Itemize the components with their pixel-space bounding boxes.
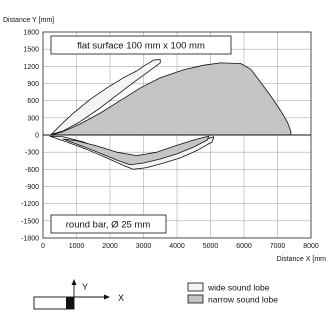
y-axis-title: Distance Y [mm] [3,17,54,24]
legend-label-narrow: narrow sound lobe [208,295,278,305]
legend-label-wide: wide sound lobe [207,283,270,293]
y-tick-label: 600 [27,98,39,105]
y-tick-label: 300 [27,115,39,122]
x-tick-label: 7000 [270,243,286,250]
x-tick-label: 3000 [136,243,152,250]
annotation-flat-surface-text: flat surface 100 mm x 100 mm [77,41,205,52]
annotation-round-bar-text: round bar, Ø 25 mm [66,220,151,231]
y-tick-label: -300 [25,150,39,157]
y-tick-label: -1500 [21,218,39,225]
y-tick-labels: 1800 1500 1200 900 600 300 0 -300 -600 -900 -1200 -… [21,30,39,243]
y-tick-label: 1200 [23,64,39,71]
y-tick-label: -1200 [21,201,39,208]
y-tick-label: -600 [25,167,39,174]
legend-swatch-narrow [187,294,204,304]
y-tick-label: 1800 [23,30,39,37]
y-tick-label: 1500 [23,47,39,54]
x-tick-label: 0 [41,243,45,250]
y-tick-label: -1800 [21,236,39,243]
y-direction-label: Y [82,282,88,292]
annotation-flat-surface-box [50,35,232,55]
annotation-round-bar: round bar, Ø 25 mm [50,214,167,234]
y-tick-label: -900 [25,184,39,191]
x-arrow-head [104,294,110,300]
x-tick-label: 4000 [169,243,185,250]
annotation-round-bar-box [50,214,167,234]
x-tick-label: 1000 [69,243,85,250]
sound-lobes [49,59,292,170]
x-tick-label: 2000 [102,243,118,250]
sensor-head [66,297,74,309]
x-tick-label: 8000 [303,243,319,250]
x-tick-label: 6000 [236,243,252,250]
y-tick-label: 900 [27,81,39,88]
y-arrow-head [71,279,77,285]
sensor-diagram: Y X [33,279,124,310]
annotation-flat-surface: flat surface 100 mm x 100 mm [50,35,232,55]
legend: wide sound lobe narrow sound lobe [187,282,278,305]
x-tick-labels: 0 1000 2000 3000 4000 5000 6000 7000 8000 [41,243,319,250]
legend-swatch-wide [187,282,204,292]
y-tick-label: 0 [35,133,39,140]
plot-frame [42,31,312,239]
x-direction-label: X [118,293,124,303]
lobe-flat-surface-narrow [50,62,292,136]
x-tick-label: 5000 [203,243,219,250]
lobe-flat-surface-wide [50,59,161,135]
lobe-round-bar-narrow [62,135,210,166]
x-axis-title: Distance X [mm [277,256,327,263]
